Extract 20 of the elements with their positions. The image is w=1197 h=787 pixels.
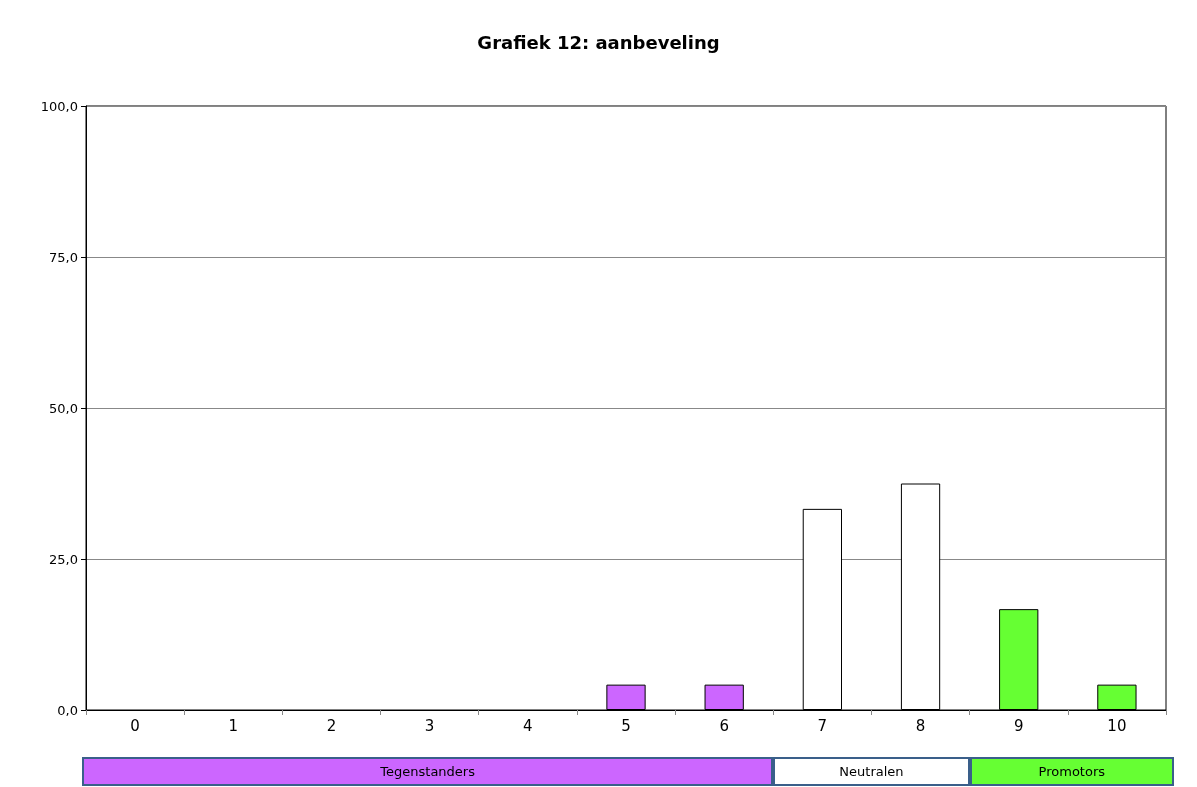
x-tick-label: 8 bbox=[915, 716, 926, 735]
group-box: Neutralen bbox=[773, 757, 970, 786]
x-tick-label: 9 bbox=[1013, 716, 1024, 735]
x-tick-label: 4 bbox=[523, 716, 533, 735]
chart-title: Grafiek 12: aanbeveling bbox=[477, 31, 720, 53]
x-tick-label: 7 bbox=[817, 716, 828, 735]
x-tick-label: 0 bbox=[130, 716, 140, 735]
x-tick-label: 5 bbox=[621, 716, 631, 735]
x-tick-label: 2 bbox=[326, 716, 337, 735]
y-tick-label: 25,0 bbox=[49, 551, 78, 567]
y-tick-label: 75,0 bbox=[49, 249, 78, 265]
group-box: Tegenstanders bbox=[82, 757, 774, 786]
x-tick-label: 1 bbox=[228, 716, 239, 735]
x-tick-label: 10 bbox=[1107, 716, 1127, 735]
y-tick-label: 100,0 bbox=[40, 98, 78, 114]
x-tick-label: 6 bbox=[719, 716, 729, 735]
y-tick-label: 0,0 bbox=[57, 702, 78, 718]
group-box: Promotors bbox=[969, 757, 1174, 786]
y-tick-label: 50,0 bbox=[49, 400, 78, 416]
x-tick-label: 3 bbox=[424, 716, 435, 735]
